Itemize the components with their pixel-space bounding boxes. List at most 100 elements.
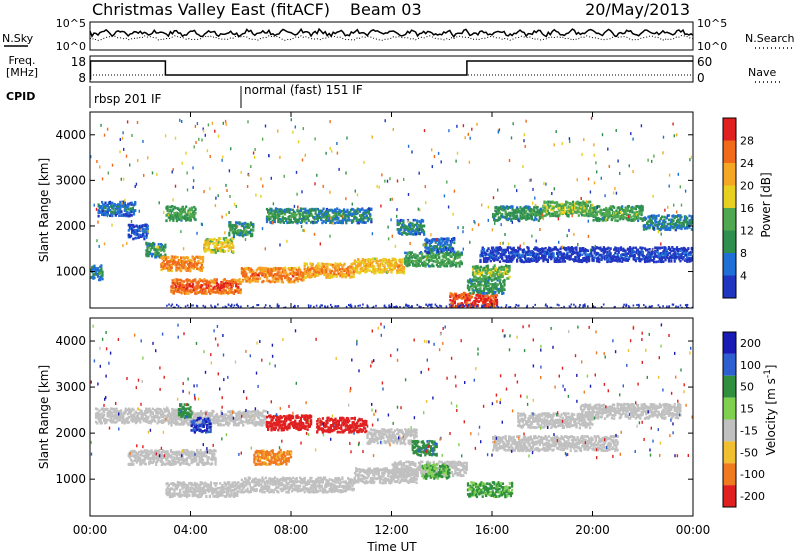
power-cell: [425, 243, 428, 246]
power-cell: [194, 208, 197, 211]
power-cell: [316, 219, 319, 222]
power-cell: [311, 267, 314, 270]
power-cell: [198, 267, 201, 271]
power-cell: [236, 229, 239, 233]
power-cell: [100, 264, 103, 267]
power-cell: [269, 212, 272, 215]
power-cell: [260, 266, 263, 270]
power-cell: [436, 265, 440, 268]
power-cell: [517, 218, 520, 222]
power-cell: [552, 252, 555, 255]
power-cell: [187, 218, 190, 221]
power-cell: [582, 203, 585, 206]
power-cell: [286, 208, 289, 211]
power-cell: [440, 242, 443, 245]
power-cell: [405, 262, 408, 265]
power-cell: [576, 202, 579, 206]
power-cell: [450, 294, 453, 297]
power-cell: [481, 271, 484, 274]
power-cell: [148, 250, 151, 254]
power-cell: [190, 284, 193, 288]
power-cell: [469, 292, 472, 295]
power-cell: [493, 248, 496, 252]
power-cell: [142, 233, 145, 236]
power-cell: [221, 245, 224, 248]
power-cell: [522, 248, 525, 252]
power-cell: [426, 241, 429, 244]
cpid-segment-2: normal (fast) 151 IF: [244, 83, 363, 97]
power-cell: [402, 221, 405, 225]
power-cell: [482, 287, 486, 290]
power-cell: [292, 274, 295, 278]
power-cell: [243, 274, 246, 278]
power-cell: [226, 285, 229, 289]
power-cell: [245, 229, 248, 232]
power-cell: [99, 265, 102, 269]
power-cell: [403, 231, 406, 234]
power-cell: [228, 244, 231, 247]
power-cell: [254, 280, 257, 283]
power-cell: [230, 288, 233, 291]
power-cell: [468, 298, 471, 302]
power-cell: [436, 248, 440, 252]
power-cell: [559, 260, 562, 263]
power-cell: [232, 292, 235, 295]
freq-label-line1: Freq.: [8, 54, 35, 67]
power-cell: [637, 205, 640, 208]
power-cell: [534, 248, 537, 251]
power-cell: [177, 282, 180, 286]
power-cell: [567, 246, 570, 249]
power-cell: [355, 216, 358, 220]
power-cell: [482, 268, 485, 272]
power-cell: [313, 273, 316, 277]
power-cell: [672, 214, 675, 217]
power-cell: [682, 221, 685, 224]
power-cell: [227, 284, 230, 287]
power-cell: [189, 212, 192, 216]
power-cell: [493, 283, 496, 287]
power-cell: [468, 281, 471, 284]
power-cell: [411, 222, 414, 225]
power-cell: [231, 291, 234, 294]
power-cell: [153, 246, 156, 249]
power-cell: [657, 214, 660, 217]
power-cell: [341, 209, 344, 213]
power-cell: [209, 281, 212, 285]
power-cell: [127, 233, 130, 237]
power-heatmap-cells: [90, 116, 693, 308]
power-cell: [425, 240, 428, 243]
power-cell: [360, 219, 363, 222]
power-cell: [302, 272, 305, 275]
power-cell: [678, 220, 681, 224]
power-cell: [256, 277, 259, 280]
power-cell: [409, 259, 412, 263]
power-cell: [317, 216, 321, 219]
power-cell: [483, 278, 486, 281]
power-cell: [124, 214, 128, 218]
power-cell: [226, 244, 229, 247]
power-cell: [345, 213, 348, 217]
power-cell: [312, 271, 315, 274]
power-cell: [337, 266, 340, 269]
power-cell: [225, 236, 228, 240]
power-cell: [276, 274, 279, 277]
power-cell: [549, 253, 552, 256]
power-cell: [626, 209, 629, 213]
power-cell: [501, 206, 504, 209]
power-cell: [186, 260, 190, 263]
power-cell: [119, 210, 122, 214]
power-cell: [672, 226, 675, 230]
power-cell: [122, 200, 125, 204]
power-cell: [489, 252, 492, 255]
power-cell: [560, 208, 563, 211]
power-cell: [617, 211, 620, 214]
power-cell: [657, 223, 660, 227]
power-cell: [661, 226, 664, 229]
power-cell: [495, 272, 499, 276]
power-cell: [205, 279, 208, 283]
power-cell: [280, 280, 283, 284]
power-cell: [445, 237, 448, 241]
power-cell: [455, 261, 458, 265]
power-cell: [616, 219, 619, 223]
power-cell: [324, 210, 327, 213]
